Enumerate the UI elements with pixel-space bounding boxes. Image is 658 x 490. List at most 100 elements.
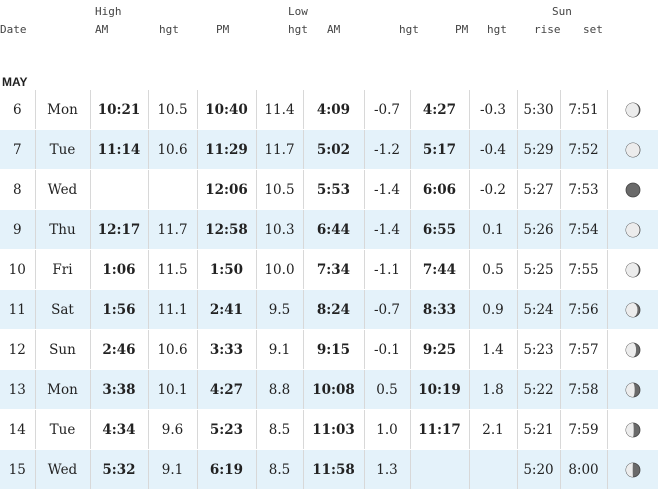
high-pm-time: 5:23: [196, 409, 256, 450]
high-pm-height: 9.1: [255, 329, 303, 370]
sunset-time: 8:00: [559, 449, 607, 490]
low-am-time: 9:15: [302, 329, 364, 370]
day-cell: Wed: [34, 449, 90, 490]
low-am-height: 0.5: [363, 369, 410, 410]
sunset-time: 7:53: [559, 169, 607, 210]
date-cell: 13: [0, 369, 35, 410]
low-pm-time: 4:27: [409, 90, 469, 130]
table-row: 7 Tue 11:14 10.6 11:29 11.7 5:02 -1.2 5:17 -0.4 5:…: [0, 129, 658, 170]
high-pm-time: 12:06: [196, 169, 256, 210]
high-pm-time: 3:33: [196, 329, 256, 370]
low-pm-height: [468, 449, 517, 490]
low-pm-height: 0.5: [468, 249, 517, 290]
moon-icon: [625, 102, 641, 118]
tide-table: 6 Mon 10:21 10.5 10:40 11.4 4:09 -0.7 4:27 -0.3 5:…: [0, 90, 658, 490]
table-row: 10 Fri 1:06 11.5 1:50 10.0 7:34 -1.1 7:44 0.5 5:25…: [0, 249, 658, 290]
low-am-time: 5:53: [302, 169, 364, 210]
low-pm-time: 8:33: [409, 289, 469, 330]
low-pm-height: 0.1: [468, 209, 517, 250]
moon-icon: [625, 422, 641, 438]
high-am-time: 2:46: [89, 329, 148, 370]
high-pm-time: 12:58: [196, 209, 256, 250]
high-pm-height: 8.5: [255, 409, 303, 450]
header-low: Low: [288, 5, 308, 18]
moon-phase-cell: [606, 289, 658, 330]
low-pm-height: -0.4: [468, 129, 517, 170]
low-am-height: -0.1: [363, 329, 410, 370]
low-am-height: -1.1: [363, 249, 410, 290]
low-pm-time: 6:55: [409, 209, 469, 250]
day-cell: Tue: [34, 129, 90, 170]
header-sun: Sun: [552, 5, 572, 18]
high-am-height: 11.1: [147, 289, 197, 330]
low-am-time: 7:34: [302, 249, 364, 290]
moon-icon: [625, 182, 641, 198]
date-cell: 6: [0, 90, 35, 130]
low-am-time: 6:44: [302, 209, 364, 250]
moon-icon: [625, 342, 641, 358]
date-cell: 12: [0, 329, 35, 370]
sunset-time: 7:51: [559, 90, 607, 130]
high-am-time: 4:34: [89, 409, 148, 450]
low-pm-time: [409, 449, 469, 490]
low-am-height: 1.0: [363, 409, 410, 450]
low-am-height: -1.4: [363, 209, 410, 250]
high-am-time: 1:56: [89, 289, 148, 330]
high-am-time: 11:14: [89, 129, 148, 170]
moon-phase-cell: [606, 90, 658, 130]
sunset-time: 7:56: [559, 289, 607, 330]
moon-phase-cell: [606, 129, 658, 170]
sunrise-time: 5:23: [516, 329, 560, 370]
header-low-pm-hgt: hgt: [487, 23, 507, 36]
day-cell: Tue: [34, 409, 90, 450]
high-pm-height: 11.7: [255, 129, 303, 170]
date-cell: 7: [0, 129, 35, 170]
header-low-am-hgt: hgt: [399, 23, 419, 36]
header-low-pm: PM: [455, 23, 469, 36]
low-am-height: -1.2: [363, 129, 410, 170]
table-row: 12 Sun 2:46 10.6 3:33 9.1 9:15 -0.1 9:25 1.4 5:23 7…: [0, 329, 658, 370]
low-am-height: 1.3: [363, 449, 410, 490]
low-pm-height: 2.1: [468, 409, 517, 450]
sunset-time: 7:54: [559, 209, 607, 250]
day-cell: Wed: [34, 169, 90, 210]
low-am-height: -0.7: [363, 90, 410, 130]
sunset-time: 7:52: [559, 129, 607, 170]
day-cell: Sat: [34, 289, 90, 330]
header-high-pm-hgt: hgt: [288, 23, 308, 36]
header-high-hgt: hgt: [159, 23, 179, 36]
high-pm-time: 11:29: [196, 129, 256, 170]
sunset-time: 7:55: [559, 249, 607, 290]
high-am-height: 9.1: [147, 449, 197, 490]
moon-phase-cell: [606, 249, 658, 290]
low-am-time: 4:09: [302, 90, 364, 130]
high-pm-height: 11.4: [255, 90, 303, 130]
table-row: 13 Mon 3:38 10.1 4:27 8.8 10:08 0.5 10:19 1.8 5:22…: [0, 369, 658, 410]
month-label: MAY: [2, 75, 28, 89]
sunrise-time: 5:21: [516, 409, 560, 450]
day-cell: Mon: [34, 90, 90, 130]
date-cell: 15: [0, 449, 35, 490]
sunrise-time: 5:22: [516, 369, 560, 410]
low-am-height: -1.4: [363, 169, 410, 210]
high-am-height: 11.5: [147, 249, 197, 290]
sunrise-time: 5:24: [516, 289, 560, 330]
low-pm-time: 9:25: [409, 329, 469, 370]
high-am-time: 3:38: [89, 369, 148, 410]
high-pm-height: 10.0: [255, 249, 303, 290]
sunrise-time: 5:25: [516, 249, 560, 290]
high-am-height: 10.6: [147, 329, 197, 370]
table-row: 9 Thu 12:17 11.7 12:58 10.3 6:44 -1.4 6:55 0.1 5:2…: [0, 209, 658, 250]
moon-icon: [625, 222, 641, 238]
low-am-time: 11:58: [302, 449, 364, 490]
moon-phase-cell: [606, 449, 658, 490]
high-am-time: 5:32: [89, 449, 148, 490]
sunrise-time: 5:29: [516, 129, 560, 170]
high-am-time: [89, 169, 148, 210]
date-cell: 10: [0, 249, 35, 290]
date-cell: 9: [0, 209, 35, 250]
moon-phase-cell: [606, 409, 658, 450]
high-pm-height: 10.3: [255, 209, 303, 250]
date-cell: 14: [0, 409, 35, 450]
header-low-am: AM: [327, 23, 341, 36]
